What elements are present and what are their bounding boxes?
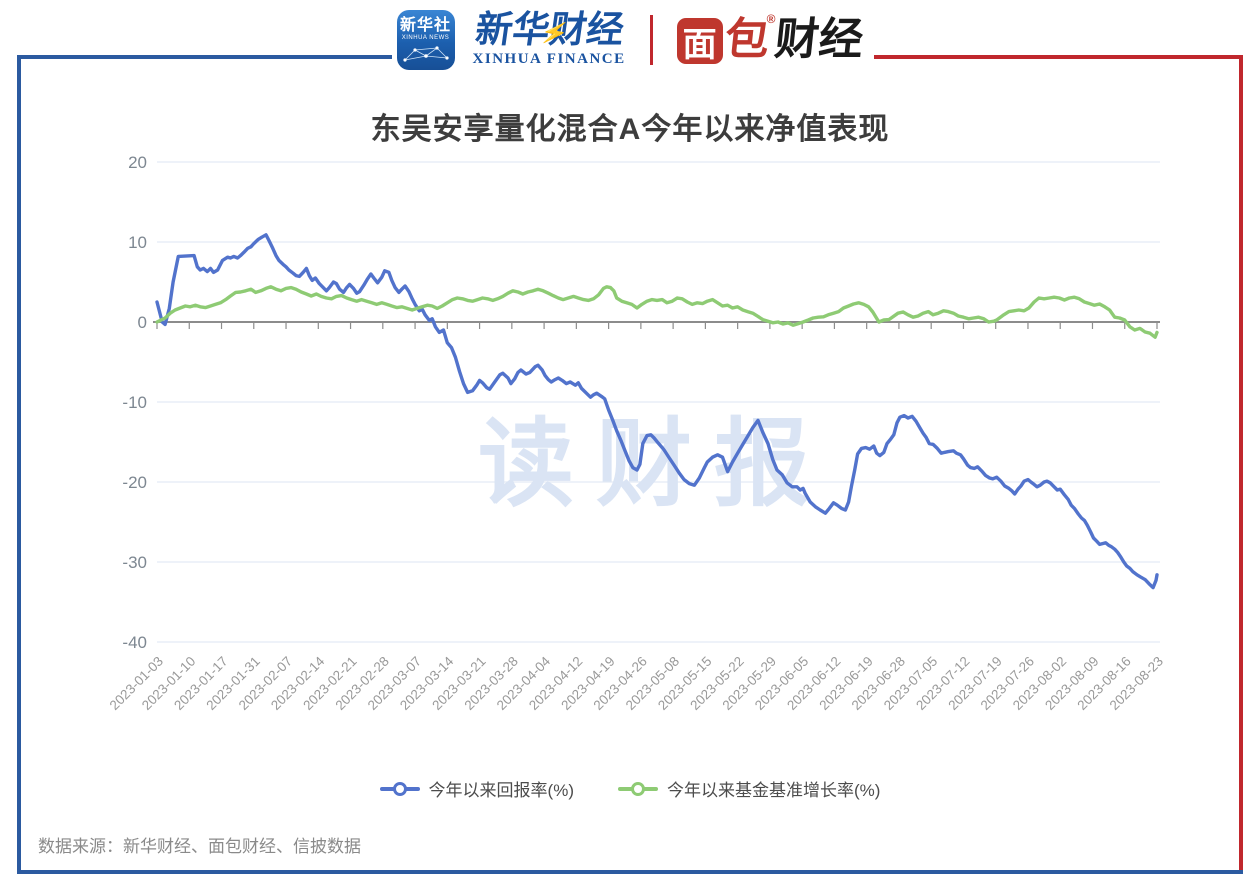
legend-item-0[interactable]: 今年以来回报率(%) bbox=[379, 776, 574, 801]
logo-divider bbox=[649, 15, 653, 65]
legend-line-circle-icon bbox=[379, 781, 420, 796]
y-axis-label: 10 bbox=[128, 233, 147, 252]
xinhua-news-cn-label: 新华社 bbox=[400, 17, 452, 34]
xinhua-news-app-icon: 新华社 XINHUA NEWS bbox=[396, 10, 455, 70]
xinhua-news-en-label: XINHUA NEWS bbox=[401, 35, 450, 41]
frame-border-bottom bbox=[17, 870, 1243, 874]
mianbao-finance-logo: 面 包 ® 财经 bbox=[676, 12, 866, 68]
series-line-0 bbox=[155, 233, 1159, 590]
y-axis-label: -20 bbox=[122, 473, 147, 492]
legend-marker-circle bbox=[392, 781, 407, 796]
mianbao-boxed-char: 面 bbox=[676, 18, 723, 64]
xinhua-finance-en: XINHUA FINANCE bbox=[472, 50, 626, 67]
frame-border-left bbox=[17, 55, 21, 874]
series-line-1 bbox=[155, 285, 1159, 339]
y-axis-label: 20 bbox=[128, 153, 147, 172]
y-axis-label: -40 bbox=[122, 633, 147, 652]
legend-item-1[interactable]: 今年以来基金基准增长率(%) bbox=[618, 776, 880, 801]
xinhua-finance-logo: 新华财经 ⚡ XINHUA FINANCE bbox=[472, 10, 626, 68]
legend-line-circle-icon bbox=[618, 781, 658, 796]
chart-title: 东吴安享量化混合A今年以来净值表现 bbox=[370, 113, 890, 146]
watermark-text: 读财报 bbox=[478, 411, 832, 518]
registered-mark: ® bbox=[766, 12, 776, 26]
frame-border-top-right bbox=[874, 55, 1243, 59]
y-axis-label: 0 bbox=[138, 313, 147, 332]
network-globe-icon bbox=[402, 46, 449, 62]
legend-label-0: 今年以来回报率(%) bbox=[428, 781, 574, 800]
frame-border-right bbox=[1239, 55, 1243, 870]
frame-border-top-left bbox=[17, 55, 392, 59]
data-source-note: 数据来源：新华财经、面包财经、信披数据 bbox=[38, 837, 361, 856]
chart-legend: 今年以来回报率(%) 今年以来基金基准增长率(%) bbox=[0, 776, 1260, 801]
legend-label-1: 今年以来基金基准增长率(%) bbox=[667, 781, 881, 800]
header-logos: 新华社 XINHUA NEWS 新华财经 ⚡ XINHUA FINANCE 面 包… bbox=[0, 10, 1260, 70]
y-axis-label: -30 bbox=[122, 553, 147, 572]
y-axis-label: -10 bbox=[122, 393, 147, 412]
legend-marker-circle bbox=[631, 781, 645, 796]
